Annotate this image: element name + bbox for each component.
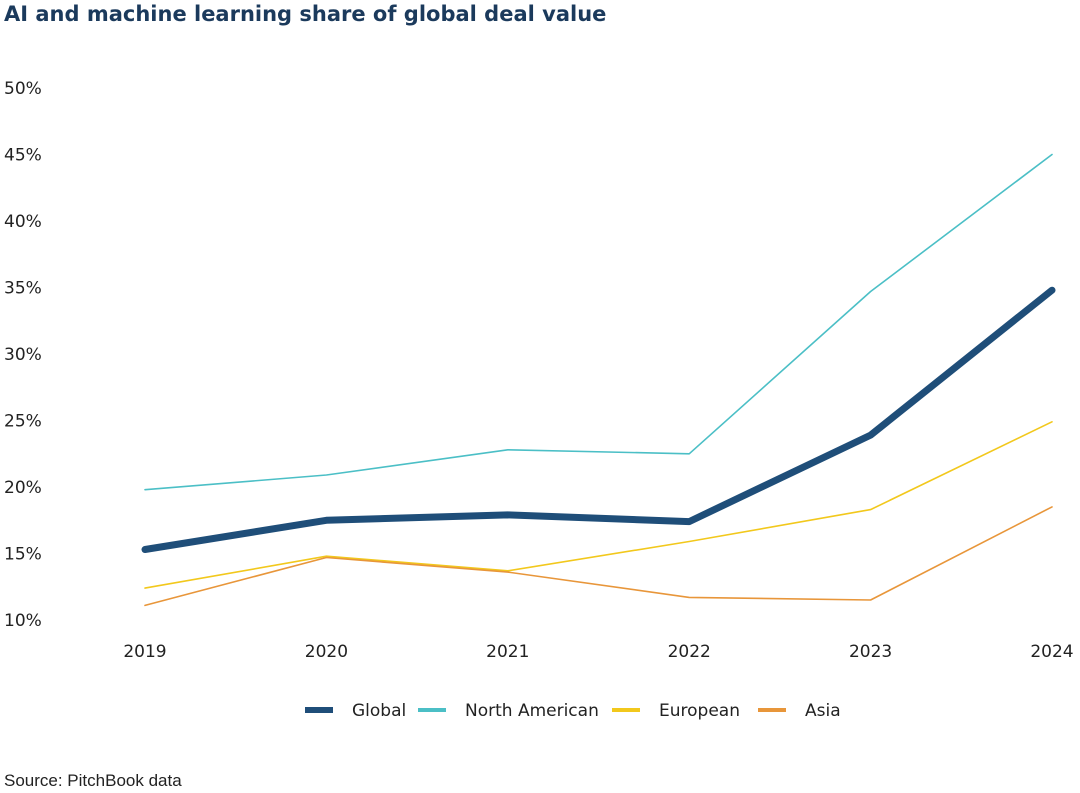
y-tick-label: 45%: [4, 146, 42, 166]
y-tick-label: 35%: [4, 279, 42, 299]
y-tick-label: 15%: [4, 545, 42, 565]
legend-item-north-american: North American: [418, 701, 599, 721]
x-tick-label: 2024: [1030, 642, 1073, 662]
legend-item-global: Global: [305, 701, 406, 721]
legend-label: Asia: [805, 701, 841, 721]
legend-label: North American: [465, 701, 599, 721]
series-line-global: [141, 286, 1056, 553]
x-tick-label: 2020: [305, 642, 348, 662]
chart-title: AI and machine learning share of global …: [4, 2, 607, 26]
y-tick-label: 30%: [4, 345, 42, 365]
y-tick-label: 40%: [4, 212, 42, 232]
source-note: Source: PitchBook data: [4, 771, 182, 790]
legend-item-european: European: [612, 701, 740, 721]
legend-item-asia: Asia: [758, 701, 841, 721]
legend-label: Global: [352, 701, 406, 721]
x-tick-label: 2019: [123, 642, 166, 662]
series-line-north-american: [144, 153, 1053, 491]
x-tick-label: 2022: [668, 642, 711, 662]
legend-label: European: [659, 701, 740, 721]
y-tick-label: 10%: [4, 611, 42, 631]
y-tick-label: 50%: [4, 79, 42, 99]
series-line-asia: [144, 506, 1053, 607]
legend: Global North American European Asia: [305, 701, 841, 721]
y-tick-label: 25%: [4, 412, 42, 432]
series-line-european: [144, 420, 1053, 589]
y-tick-label: 20%: [4, 478, 42, 498]
x-axis-tick-labels: 2019 2020 2021 2022 2023 2024: [123, 642, 1073, 662]
series-lines: [141, 153, 1056, 607]
x-tick-label: 2021: [486, 642, 529, 662]
x-tick-label: 2023: [849, 642, 892, 662]
y-axis-tick-labels: 10% 15% 20% 25% 30% 35% 40% 45% 50%: [4, 79, 42, 631]
